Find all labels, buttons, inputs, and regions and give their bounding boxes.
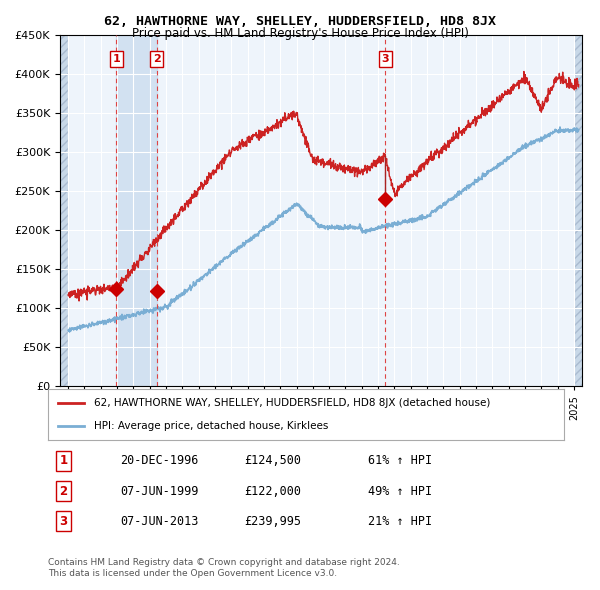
- Text: 07-JUN-1999: 07-JUN-1999: [120, 484, 199, 497]
- Text: 62, HAWTHORNE WAY, SHELLEY, HUDDERSFIELD, HD8 8JX (detached house): 62, HAWTHORNE WAY, SHELLEY, HUDDERSFIELD…: [94, 398, 491, 408]
- Text: This data is licensed under the Open Government Licence v3.0.: This data is licensed under the Open Gov…: [48, 569, 337, 578]
- Text: HPI: Average price, detached house, Kirklees: HPI: Average price, detached house, Kirk…: [94, 421, 329, 431]
- Text: 1: 1: [113, 54, 121, 64]
- Text: 20-DEC-1996: 20-DEC-1996: [120, 454, 199, 467]
- Text: 3: 3: [381, 54, 389, 64]
- Text: £239,995: £239,995: [244, 515, 301, 528]
- Text: Price paid vs. HM Land Registry's House Price Index (HPI): Price paid vs. HM Land Registry's House …: [131, 27, 469, 40]
- Text: 21% ↑ HPI: 21% ↑ HPI: [368, 515, 432, 528]
- Text: £122,000: £122,000: [244, 484, 301, 497]
- Text: 61% ↑ HPI: 61% ↑ HPI: [368, 454, 432, 467]
- Bar: [574, 35, 582, 386]
- Text: 2: 2: [59, 484, 68, 497]
- Bar: [60, 35, 68, 386]
- Text: 07-JUN-2013: 07-JUN-2013: [120, 515, 199, 528]
- Text: Contains HM Land Registry data © Crown copyright and database right 2024.: Contains HM Land Registry data © Crown c…: [48, 558, 400, 566]
- Text: 3: 3: [59, 515, 68, 528]
- Text: 2: 2: [153, 54, 161, 64]
- Text: 1: 1: [59, 454, 68, 467]
- Bar: [116, 35, 157, 386]
- Text: £124,500: £124,500: [244, 454, 301, 467]
- Text: 62, HAWTHORNE WAY, SHELLEY, HUDDERSFIELD, HD8 8JX: 62, HAWTHORNE WAY, SHELLEY, HUDDERSFIELD…: [104, 15, 496, 28]
- Text: 49% ↑ HPI: 49% ↑ HPI: [368, 484, 432, 497]
